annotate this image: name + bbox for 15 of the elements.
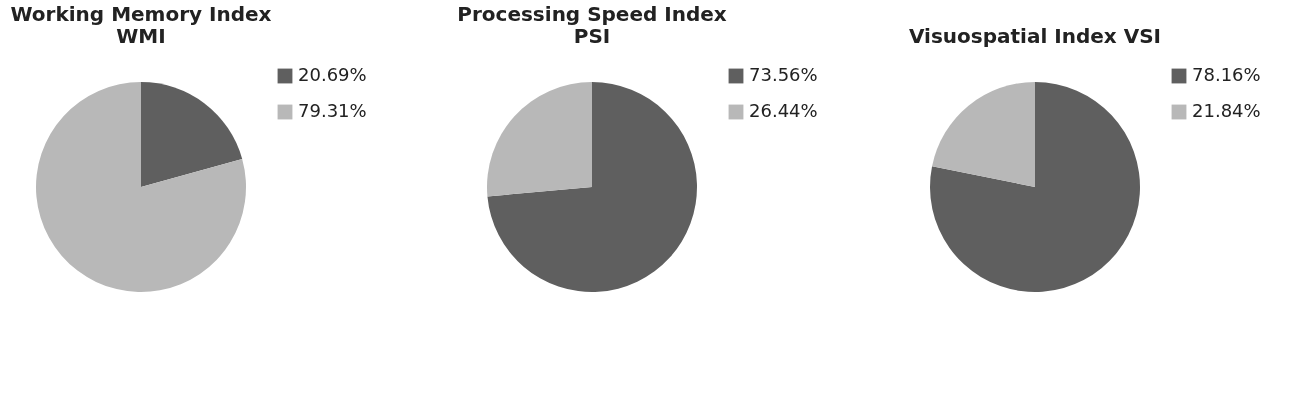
legend-label: 21.84% [1192,100,1261,121]
chart-title: Processing Speed Index PSI [457,2,727,48]
pie-slice [930,82,1140,292]
chart-title: Working Memory Index WMI [10,2,272,48]
pie-slice [932,82,1035,187]
chart-title: Visuospatial Index VSI [908,24,1162,48]
pie-slice [36,82,246,292]
legend-label: 78.16% [1192,64,1261,85]
legend-label: 20.69% [298,64,367,85]
legend-label: 26.44% [749,100,818,121]
pie-slice [487,82,592,197]
pie-slice [141,82,243,187]
legend-label: 73.56% [749,64,818,85]
legend-label: 79.31% [298,100,367,121]
pie-slice [487,82,697,292]
